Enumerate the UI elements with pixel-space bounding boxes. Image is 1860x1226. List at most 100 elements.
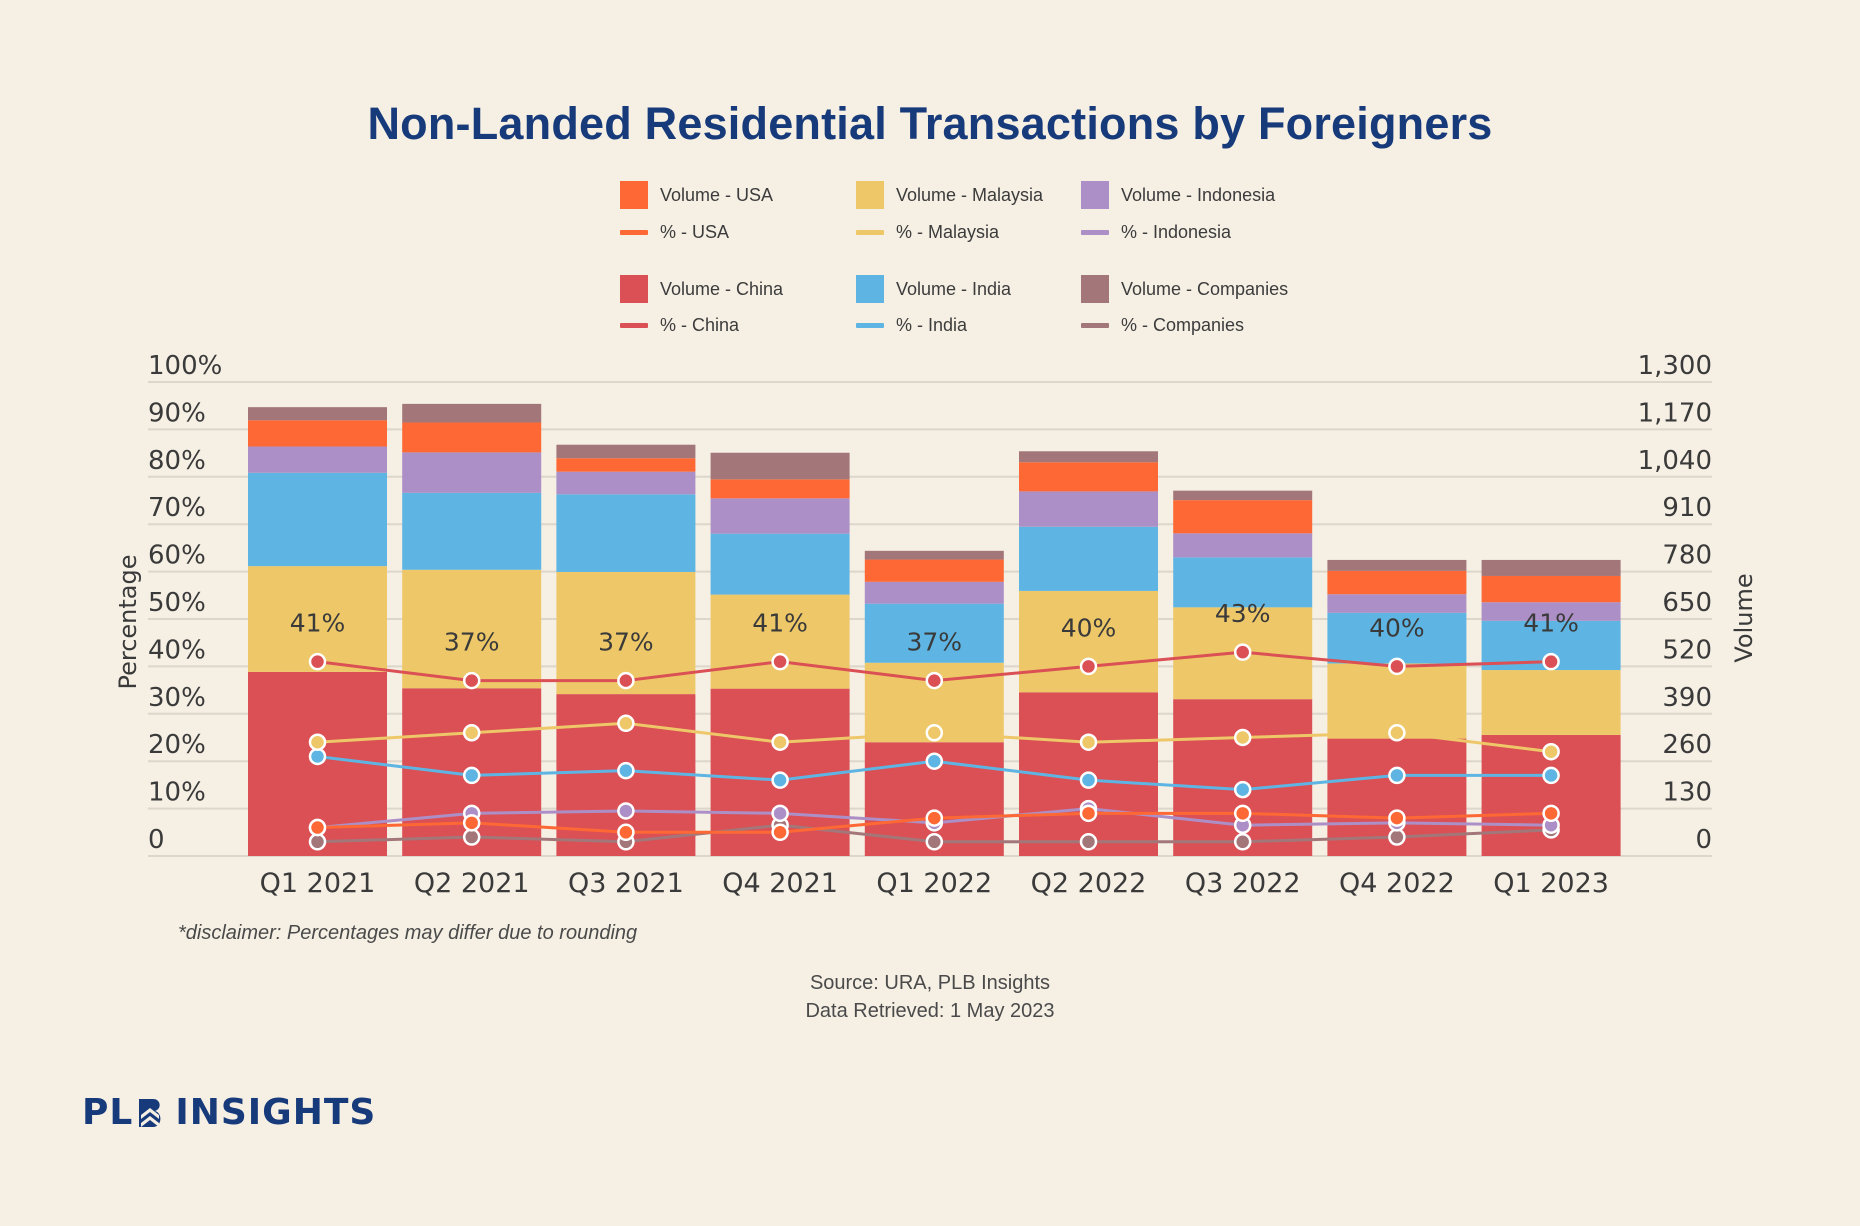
logo-chevron-icon (139, 1098, 161, 1127)
legend-item-volume-china: Volume - China (620, 274, 783, 304)
plb-insights-logo: PL INSIGHTS (82, 1092, 376, 1133)
bar-segment-malaysia (1481, 670, 1621, 735)
legend-label: Volume - USA (660, 184, 774, 205)
line-point-china (1079, 657, 1098, 676)
retrieved-date: Data Retrieved: 1 May 2023 (805, 1000, 1055, 1022)
bar-segment-india (1327, 612, 1467, 664)
bar-segment-malaysia (402, 569, 542, 689)
data-label: 43% (1215, 599, 1271, 628)
bar-segment-usa (864, 559, 1004, 582)
y-tick-right: 780 (1662, 541, 1712, 571)
legend-swatch (620, 275, 648, 303)
bar-stack-q3-2022 (1173, 490, 1313, 856)
line-point-china (771, 652, 789, 671)
legend-item-usa: % - USA (620, 217, 729, 247)
legend-swatch (1081, 275, 1109, 303)
y-tick-left: 0 (148, 825, 165, 855)
line-point-malaysia (308, 733, 327, 751)
line-point-usa (771, 823, 789, 842)
legend-label: Volume - India (896, 278, 1012, 299)
x-axis: Q1 2021 Q2 2021 Q3 2021 Q4 2021 Q1 2022 Q2 20… (260, 868, 1609, 899)
line-point-usa (462, 814, 481, 832)
legend-line-marker (856, 229, 884, 235)
bar-segment-indonesia (1019, 491, 1158, 527)
x-tick-label: Q1 2023 (1493, 868, 1609, 899)
chart-title: Non-Landed Residential Transactions by F… (367, 98, 1493, 149)
bar-segment-usa (402, 422, 542, 453)
line-point-china (1388, 657, 1406, 676)
line-point-malaysia (462, 724, 481, 742)
y-tick-right: 260 (1662, 730, 1712, 760)
line-point-china (617, 671, 635, 690)
data-label: 37% (907, 628, 963, 657)
line-point-malaysia (1233, 728, 1252, 747)
bar-segment-indonesia (864, 581, 1004, 604)
source-text: Source: URA, PLB Insights (809, 972, 1051, 994)
bar-segment-usa (710, 479, 850, 499)
legend-label: % - Malaysia (896, 221, 1000, 242)
y-tick-left: 70% (148, 493, 206, 523)
line-point-india (308, 747, 327, 766)
line-point-usa (1079, 804, 1098, 823)
line-point-malaysia (771, 733, 789, 751)
x-tick-label: Q4 2022 (1339, 868, 1455, 899)
legend-item-volume-usa: Volume - USA (620, 180, 773, 210)
y-tick-left: 50% (148, 588, 206, 618)
bar-segment-malaysia (1019, 590, 1158, 693)
y-tick-right: 910 (1662, 493, 1712, 523)
line-point-india (925, 752, 944, 770)
legend-swatch (1081, 181, 1109, 209)
bar-segment-companies (864, 550, 1004, 560)
line-point-usa (308, 818, 327, 837)
bar-segment-companies (1481, 559, 1621, 576)
china-percent-labels: 41% 37% 37% 41% 37% 40% 43% 40% 41% (290, 599, 1579, 656)
bar-segment-companies (710, 452, 850, 480)
bar-segment-indonesia (248, 446, 387, 473)
y-tick-right: 650 (1662, 588, 1712, 618)
line-series-china (308, 643, 1560, 690)
legend-item-malaysia: % - Malaysia (856, 217, 999, 247)
line-series-usa (308, 804, 1560, 842)
line-series-india (308, 747, 1560, 799)
bar-segment-indonesia (402, 452, 542, 493)
legend-line-marker (1081, 229, 1109, 235)
bar-segment-india (556, 494, 696, 572)
line-point-malaysia (925, 724, 944, 742)
data-label: 41% (752, 609, 808, 638)
line-point-usa (1233, 804, 1252, 823)
y-tick-right: 0 (1695, 825, 1712, 855)
bar-segment-usa (1481, 575, 1621, 603)
bar-segment-companies (556, 444, 696, 459)
line-point-malaysia (1542, 742, 1560, 761)
bar-stack-q2-2022 (1019, 451, 1158, 856)
legend-item-volume-indonesia: Volume - Indonesia (1081, 180, 1275, 210)
y-tick-right: 1,040 (1638, 446, 1712, 476)
legend-swatch (620, 181, 648, 209)
line-point-indonesia (617, 802, 635, 820)
x-tick-label: Q4 2021 (722, 868, 838, 899)
y-tick-right: 1,300 (1638, 351, 1712, 381)
legend-item-india: % - India (856, 310, 967, 340)
bar-segment-companies (248, 407, 387, 421)
line-point-companies (462, 828, 481, 846)
bar-segment-usa (1327, 570, 1467, 595)
bar-segment-india (402, 492, 542, 570)
legend-item-volume-india: Volume - India (856, 274, 1011, 304)
right-axis: 0 130 260 390 520 650 780 910 1,040 1,170 1,300 (1638, 351, 1712, 855)
line-point-usa (1542, 804, 1560, 823)
legend-item-indonesia: % - Indonesia (1081, 217, 1231, 247)
line-point-malaysia (1079, 733, 1098, 751)
line-point-india (617, 761, 635, 780)
line-point-india (1388, 766, 1406, 785)
bar-segment-usa (1019, 462, 1158, 492)
bar-segment-companies (1019, 451, 1158, 463)
legend-label: Volume - China (660, 278, 784, 299)
bar-segment-usa (1173, 500, 1313, 534)
x-tick-label: Q2 2022 (1031, 868, 1147, 899)
y-axis-right-title: Volume (1730, 573, 1758, 662)
line-point-usa (617, 823, 635, 842)
percent-lines (308, 643, 1560, 851)
legend-label: % - Indonesia (1121, 221, 1232, 242)
y-tick-right: 130 (1662, 778, 1712, 808)
